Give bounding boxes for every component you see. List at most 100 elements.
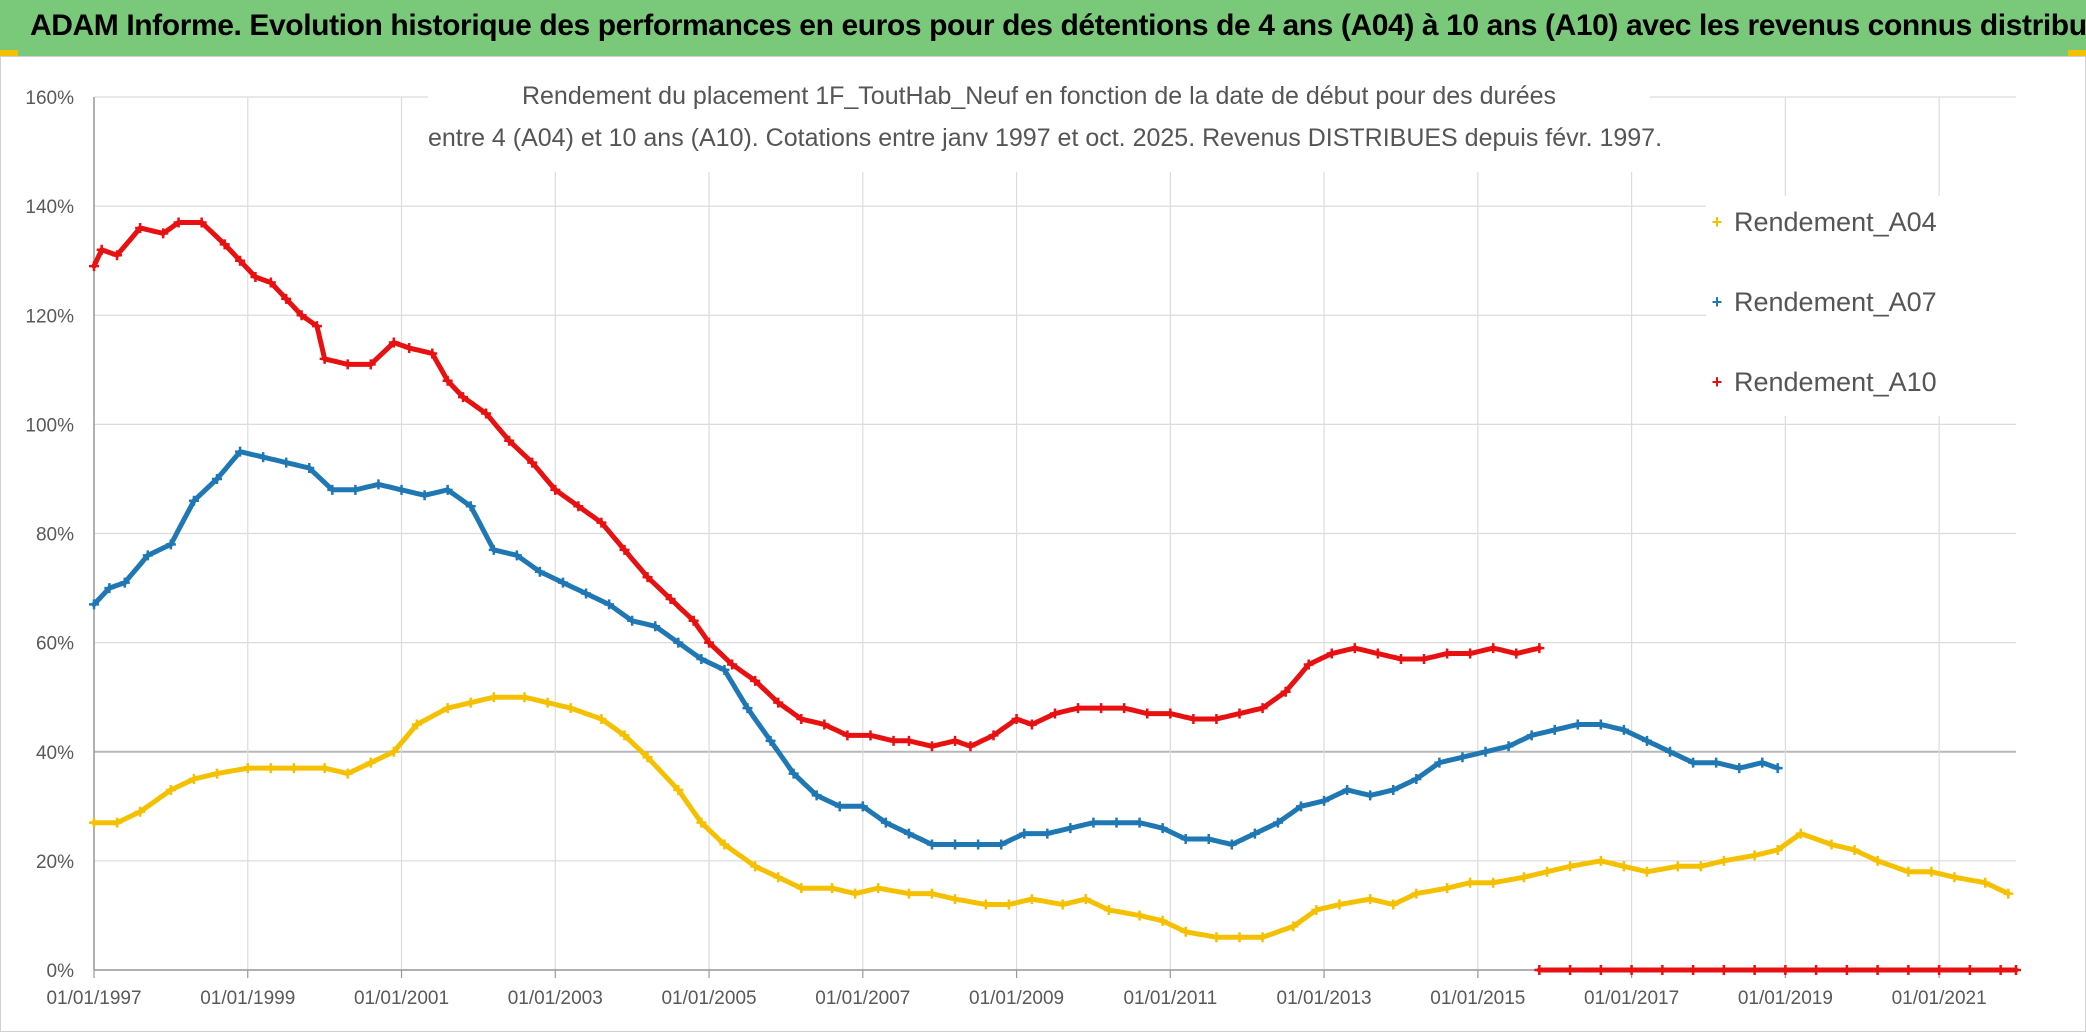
data-point (1372, 648, 1383, 659)
data-point (534, 566, 545, 577)
data-point (727, 659, 738, 670)
data-point (1349, 643, 1360, 654)
data-point (1134, 817, 1145, 828)
data-point (1949, 872, 1960, 883)
legend: + Rendement_A04 + Rendement_A07 + Rendem… (1706, 196, 2016, 416)
data-point (873, 883, 884, 894)
data-point (1518, 872, 1529, 883)
data-point (311, 321, 322, 332)
data-point (1849, 844, 1860, 855)
data-point (965, 741, 976, 752)
data-point (527, 457, 538, 468)
data-point (1980, 877, 1991, 888)
data-point (1618, 861, 1629, 872)
data-point (1749, 850, 1760, 861)
series-line-1 (91, 449, 1781, 847)
data-point (196, 217, 207, 228)
data-point (773, 697, 784, 708)
data-point (1772, 844, 1783, 855)
data-point (980, 899, 991, 910)
legend-item-a07: + Rendement_A07 (1706, 282, 1937, 322)
data-point (1065, 823, 1076, 834)
y-tick-label: 120% (25, 306, 74, 327)
data-point (719, 839, 730, 850)
x-tick-label: 01/01/2015 (1430, 988, 1525, 1009)
data-point (2011, 965, 2021, 975)
data-point (1572, 719, 1583, 730)
data-point (1103, 904, 1114, 915)
data-point (696, 817, 707, 828)
data-point (319, 763, 330, 774)
data-point (1249, 828, 1260, 839)
data-point (258, 452, 269, 463)
data-point (365, 359, 376, 370)
data-point (327, 484, 338, 495)
data-point (1457, 752, 1468, 763)
data-point (265, 763, 276, 774)
data-point (419, 490, 430, 501)
data-point (773, 872, 784, 883)
chart-title: Rendement du placement 1F_ToutHab_Neuf e… (428, 76, 1663, 172)
data-point (165, 784, 176, 795)
chart-title-line2: entre 4 (A04) et 10 ans (A10). Cotations… (428, 124, 1663, 152)
data-point (1503, 741, 1514, 752)
data-point (1326, 648, 1337, 659)
data-point (1188, 714, 1199, 725)
data-point (442, 703, 453, 714)
data-point (811, 790, 822, 801)
y-tick-label: 40% (36, 743, 74, 764)
page-title: ADAM Informe. Evolution historique des p… (30, 9, 2086, 42)
data-point (673, 637, 684, 648)
x-tick-label: 01/01/2013 (1277, 988, 1372, 1009)
data-point (411, 719, 422, 730)
data-point (1757, 757, 1768, 768)
data-point (973, 839, 984, 850)
data-point (1718, 965, 1729, 975)
data-point (1841, 965, 1852, 975)
data-point (188, 774, 199, 785)
data-point (1488, 643, 1499, 654)
data-point (1695, 861, 1706, 872)
y-tick-label: 140% (25, 197, 74, 218)
series-line-0 (91, 694, 2011, 940)
data-point (488, 692, 499, 703)
legend-marker-a07: + (1711, 291, 1723, 312)
data-point (1365, 894, 1376, 905)
data-point (89, 261, 99, 272)
data-point (112, 817, 123, 828)
x-tick-label: 01/01/1999 (200, 988, 295, 1009)
corner-mark-left (0, 50, 18, 56)
data-point (650, 621, 661, 632)
data-point (750, 675, 761, 686)
x-tick-label: 01/01/2017 (1584, 988, 1679, 1009)
data-point (242, 763, 253, 774)
data-point (488, 544, 499, 555)
data-point (396, 484, 407, 495)
data-point (1134, 910, 1145, 921)
data-point (1565, 861, 1576, 872)
data-point (1365, 790, 1376, 801)
legend-marker-a04: + (1711, 211, 1723, 232)
data-point (1388, 899, 1399, 910)
data-point (442, 375, 453, 386)
data-point (1872, 965, 1883, 975)
data-point (1411, 888, 1422, 899)
series-line-2 (91, 220, 1542, 749)
data-point (1019, 828, 1030, 839)
data-point (465, 501, 476, 512)
data-point (1480, 746, 1491, 757)
x-tick-label: 01/01/2019 (1738, 988, 1833, 1009)
data-point (1795, 828, 1806, 839)
data-point (1595, 855, 1606, 866)
data-point (665, 593, 676, 604)
data-point (1641, 735, 1652, 746)
data-point (1488, 877, 1499, 888)
data-point (742, 703, 753, 714)
data-point (1595, 965, 1606, 975)
data-point (827, 883, 838, 894)
data-point (642, 752, 653, 763)
legend-item-a04: + Rendement_A04 (1706, 202, 1937, 242)
data-point (1995, 965, 2006, 975)
data-point (1672, 861, 1683, 872)
data-point (819, 719, 830, 730)
